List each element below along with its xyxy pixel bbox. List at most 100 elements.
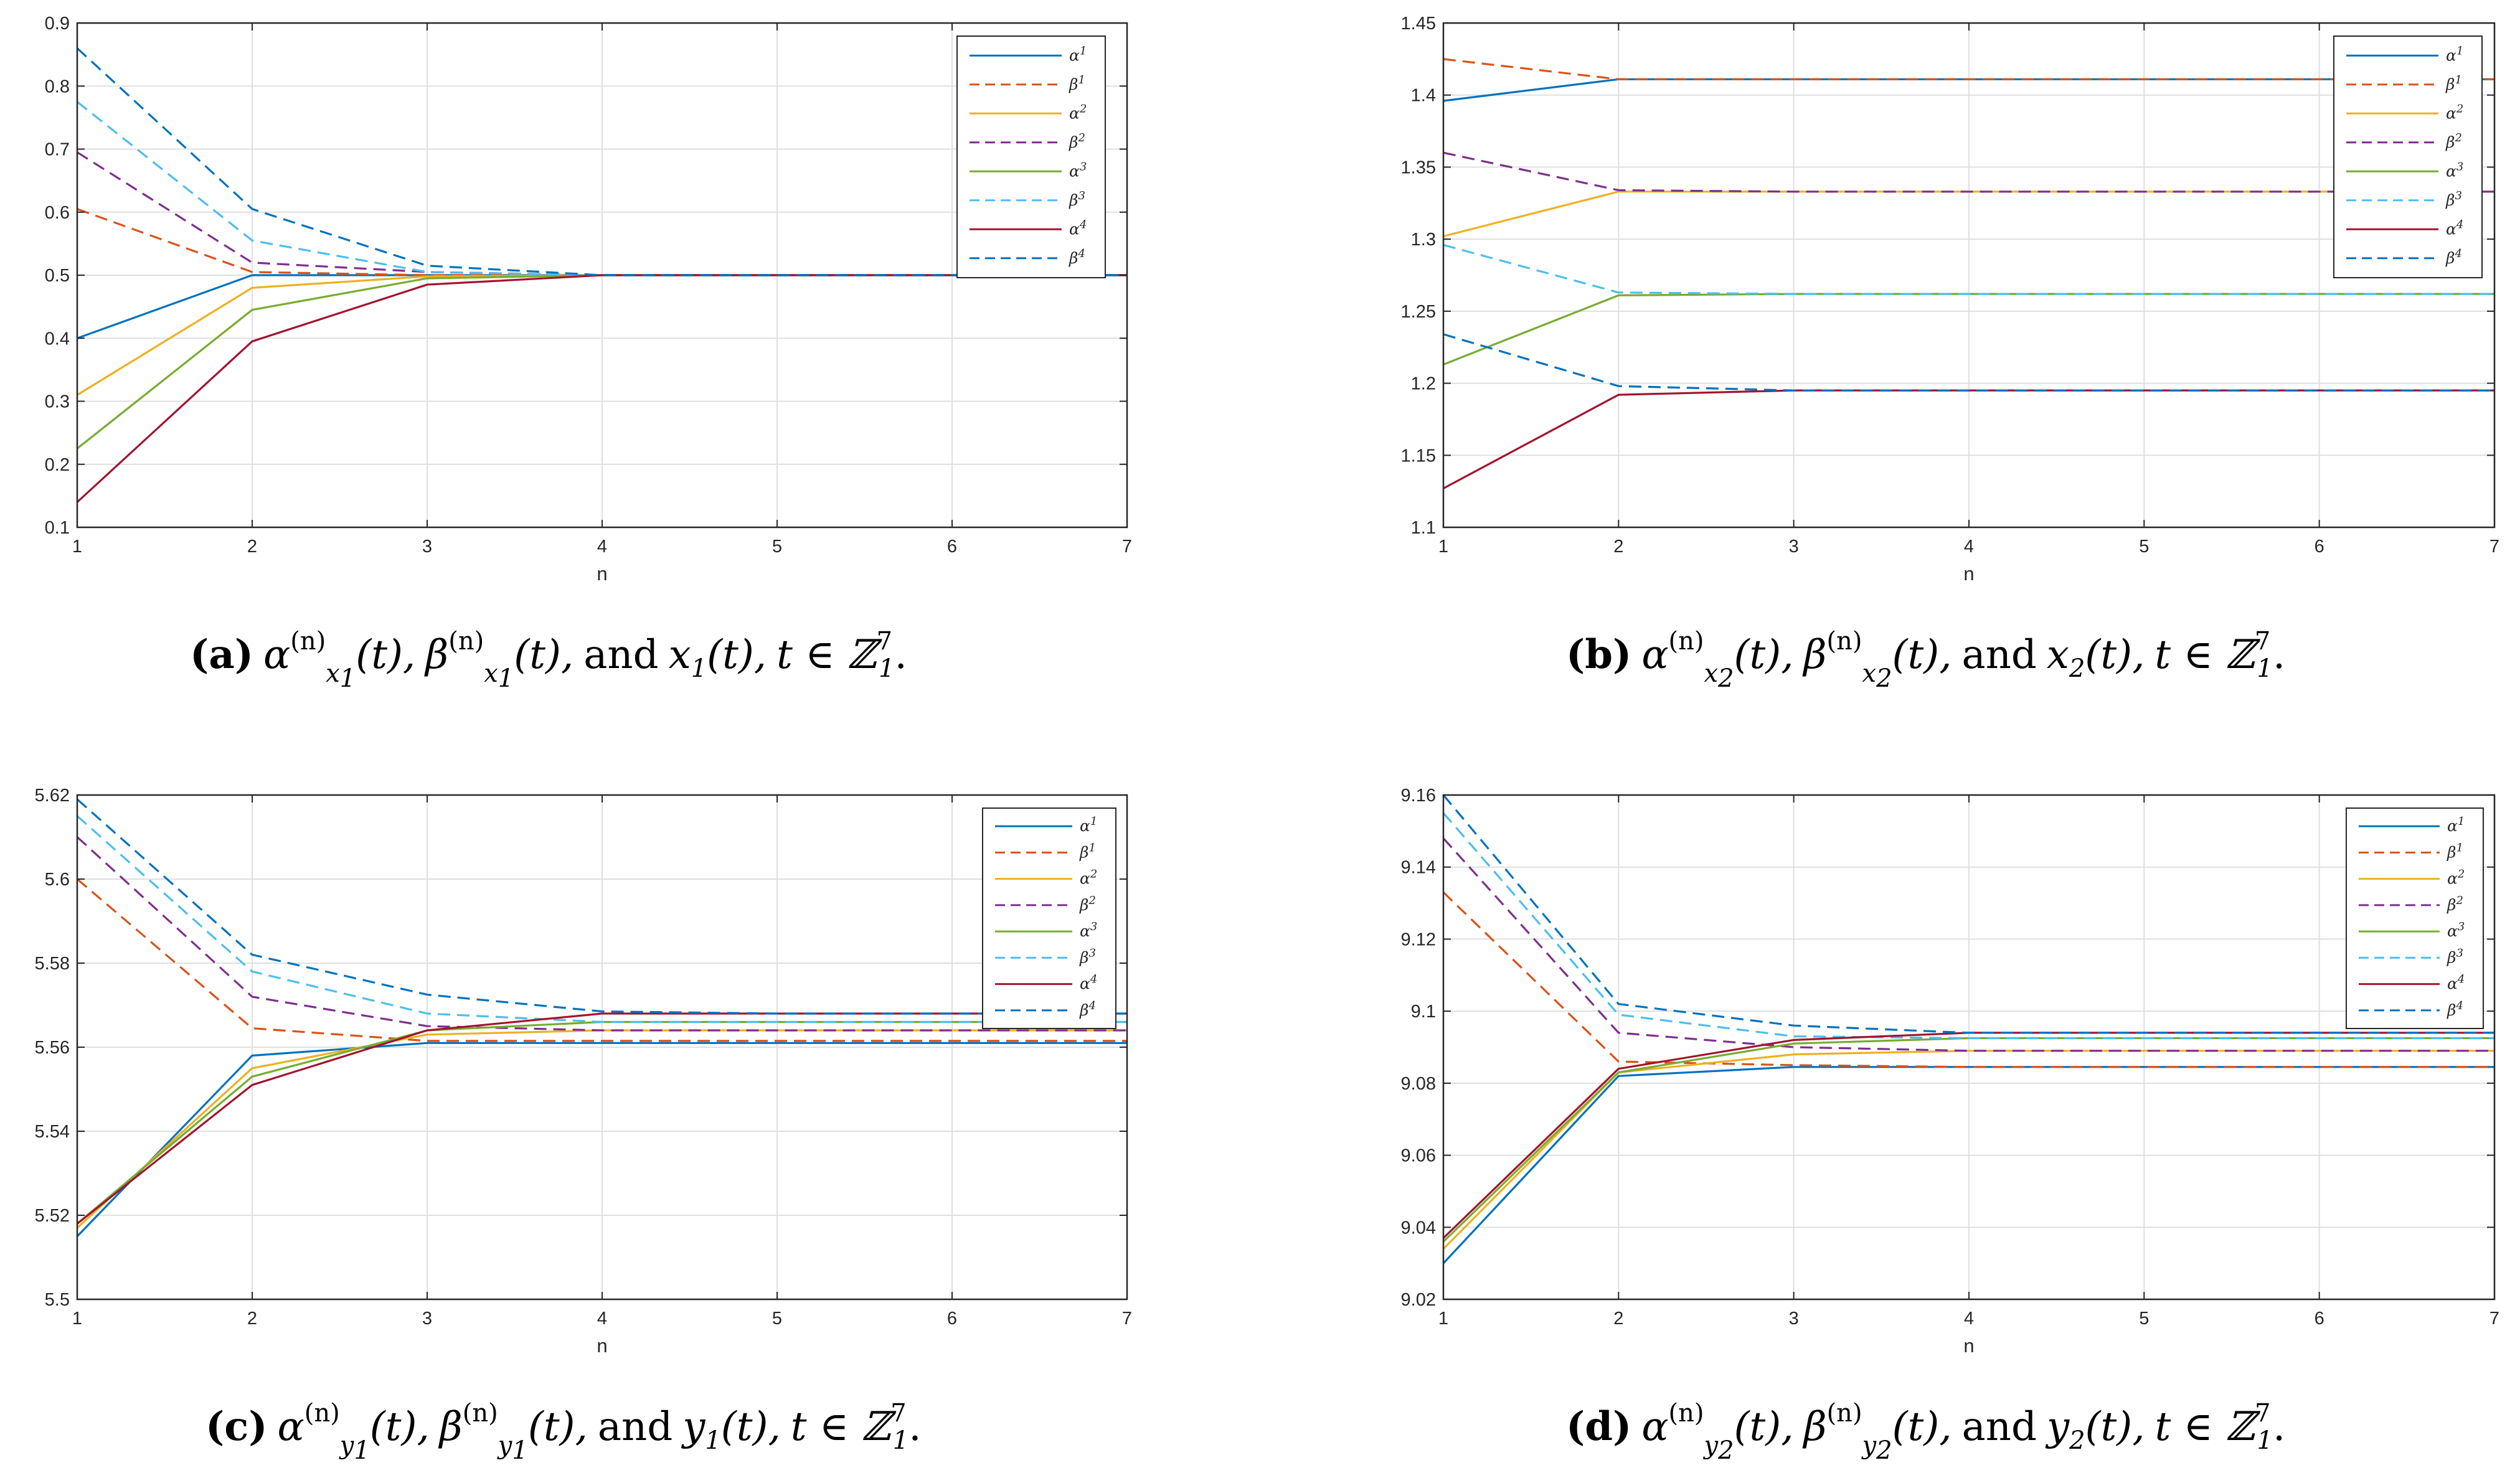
y-tick-label: 0.6 (45, 203, 70, 223)
y-tick-label: 0.5 (45, 266, 70, 286)
caption-superscript: (n) (1669, 627, 1704, 656)
legend-symbol: α (1080, 975, 1090, 993)
series-line-alpha4 (77, 1012, 1127, 1225)
caption-argument: (t), (370, 1404, 430, 1450)
caption-label: (c) (205, 1403, 268, 1450)
y-tick-label: 1.45 (1401, 14, 1436, 34)
caption-domain-superscript: 7 (2255, 627, 2270, 656)
series-line-beta1 (76, 878, 1127, 1042)
legend-label: α1 (1069, 44, 1087, 64)
caption-variable: x (669, 632, 691, 678)
caption-superscript: (n) (448, 627, 484, 656)
legend-label: β4 (2447, 999, 2463, 1019)
legend-label: α2 (1069, 102, 1087, 122)
legend-symbol: β (2447, 896, 2456, 914)
caption-and: and (583, 632, 658, 678)
legend-symbol: β (2445, 249, 2455, 267)
series-line-beta3 (77, 101, 1127, 276)
y-tick-label: 5.56 (35, 1038, 70, 1058)
caption-subscript-index: 2 (1717, 1436, 1734, 1465)
legend-superscript: 2 (1077, 131, 1085, 144)
legend-label: α1 (2446, 44, 2463, 64)
caption-argument: (t), (1734, 632, 1794, 678)
legend-box (2346, 807, 2484, 1029)
legend-label: β2 (2445, 131, 2462, 151)
caption-subscript: x (1704, 659, 1719, 688)
y-tick-label: 5.6 (45, 870, 70, 890)
y-tick-label: 9.12 (1401, 930, 1436, 949)
x-tick-label: 3 (1789, 1309, 1799, 1329)
legend-label: α3 (2447, 920, 2465, 940)
x-tick-label: 6 (2315, 1309, 2324, 1329)
y-tick-label: 9.1 (1411, 1002, 1436, 1022)
x-tick-label: 4 (597, 537, 607, 557)
x-tick-label: 1 (72, 537, 82, 557)
chart-panel-a: 1 2 3 4 5 6 70.10.20.30.40.50.60.70.80.9nα1β1α… (45, 14, 1132, 585)
legend-box (2333, 35, 2483, 278)
x-tick-label: 3 (422, 1309, 432, 1329)
legend-superscript: 3 (2455, 189, 2461, 202)
series-line-beta4 (1442, 794, 2494, 1034)
x-tick-label: 2 (1613, 1309, 1623, 1329)
legend-label: α4 (1069, 218, 1087, 238)
caption-domain-subscript: 1 (879, 654, 894, 683)
caption-and: and (598, 1404, 672, 1450)
legend-label: α1 (1080, 815, 1097, 835)
caption-c: (c) α(n)y1(t), β(n)y1(t), and y1(t), t ∈ ℤ7 1. (205, 1399, 922, 1465)
caption-beta: β (438, 1404, 463, 1450)
legend-symbol: α (2446, 220, 2456, 238)
series-line-beta1 (77, 208, 1127, 276)
legend-symbol: β (1079, 948, 1088, 966)
legend-label: α2 (2446, 102, 2463, 122)
caption-variable-index: 1 (691, 654, 707, 683)
legend-superscript: 4 (1077, 247, 1085, 260)
series-line-beta2 (76, 836, 1127, 1032)
legend-symbol: α (2446, 46, 2456, 64)
legend-box (982, 807, 1116, 1029)
caption-subscript: x (326, 659, 340, 688)
legend-label: β4 (1069, 247, 1085, 267)
series-line-beta1 (1442, 892, 2494, 1068)
legend-superscript: 3 (1090, 920, 1097, 933)
legend-label: α3 (1080, 920, 1097, 940)
legend-symbol: α (1069, 46, 1080, 64)
legend-superscript: 4 (2455, 999, 2463, 1012)
legend-symbol: β (2447, 843, 2456, 861)
legend-label: β4 (2445, 247, 2462, 267)
chart-panel-b: 1 2 3 4 5 6 71.11.151.21.251.31.351.41.45nα1β1… (1401, 14, 2500, 585)
legend-symbol: β (1079, 843, 1088, 861)
caption-alpha: α (278, 1404, 304, 1450)
x-tick-label: 7 (2489, 1309, 2499, 1329)
caption-argument: (t), (528, 1404, 588, 1450)
legend-label: β4 (1079, 999, 1096, 1019)
legend-superscript: 3 (2458, 920, 2465, 933)
legend-symbol: α (2447, 922, 2458, 940)
caption-a: (a) α(n)x1(t), β(n)x1(t), and x1(t), t ∈ ℤ7 1. (190, 627, 907, 693)
legend-superscript: 1 (1078, 73, 1085, 87)
caption-superscript: (n) (304, 1399, 340, 1428)
legend-label: α4 (1080, 973, 1097, 993)
caption-variable-index: 1 (705, 1426, 720, 1455)
legend-symbol: α (1080, 817, 1090, 835)
y-tick-label: 0.9 (45, 14, 70, 34)
legend-superscript: 4 (2456, 218, 2463, 231)
legend-superscript: 3 (1080, 160, 1087, 173)
series-line-beta4 (76, 798, 1127, 1015)
caption-label: (b) (1566, 631, 1631, 678)
caption-alpha: α (1641, 1404, 1668, 1450)
x-tick-label: 5 (772, 537, 782, 557)
caption-superscript: (n) (463, 1399, 498, 1428)
series-line-alpha1 (1442, 1066, 2494, 1264)
y-tick-label: 5.58 (35, 954, 70, 974)
legend-superscript: 4 (1079, 218, 1087, 231)
legend-symbol: β (2447, 1001, 2456, 1019)
y-tick-label: 9.04 (1401, 1218, 1436, 1238)
legend-symbol: α (1069, 162, 1080, 180)
caption-subscript: x (484, 659, 498, 688)
caption-domain-subscript: 1 (2257, 654, 2272, 683)
y-tick-label: 9.06 (1401, 1146, 1436, 1166)
